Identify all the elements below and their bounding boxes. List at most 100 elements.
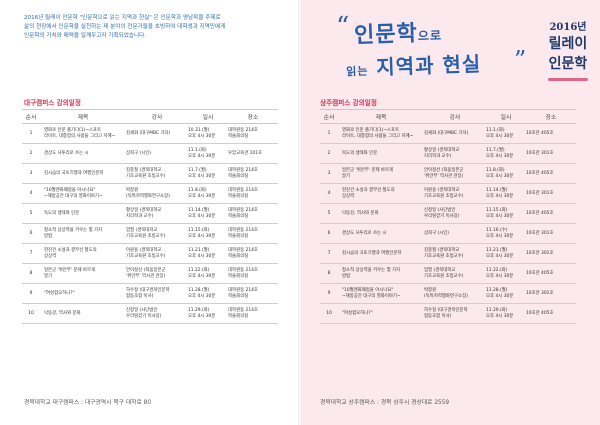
header-title: 제목 <box>375 115 387 121</box>
table-row: 6 경상도 사투리로 쓰는 시 상희구 (시인) 11.16.(수) 오후 4시 30분… <box>320 224 576 244</box>
cell-place: 10호관 301호 <box>526 251 576 257</box>
cell-lecturer: 황상일 (경북대학교 지리학과 교수) <box>424 148 486 160</box>
cell-place-line: 대학원동 214호 <box>228 307 258 313</box>
header-title: 제목 <box>77 115 89 121</box>
cell-lecturer-line: 안이정선 (희움일본군 <box>424 167 464 173</box>
cell-lecturer-line: 신정일 (사단법인 <box>424 207 456 213</box>
cell-no: 7 <box>29 250 33 256</box>
cell-lecturer-line: (독특저력행화연구소장) <box>424 293 468 299</box>
cell-title-line: 방법 <box>342 273 351 279</box>
cell-date-line: 오후 4시 30분 <box>486 273 514 279</box>
cell-title-line: "10월엔화폐정을 아시나요" <box>342 287 394 293</box>
cell-date: 11.16.(수) 오후 4시 30분 <box>486 228 526 240</box>
cell-lecturer-line: 기초교육원 초빙교수) <box>424 193 464 199</box>
cell-lecturer-line: 협동조합 이사) <box>424 313 452 319</box>
cell-lecturer-line: 김세화 (대구MBC 기자) <box>126 130 171 136</box>
cell-no: 8 <box>29 270 33 276</box>
cell-lecturer: 엄필 (경북대학교 기초교육원 초빙교수) <box>126 228 188 240</box>
cell-no: 7 <box>327 250 331 256</box>
cell-title: "10월엔화폐정을 아시나요" ~해방공간 대구의 영화이야기~ <box>338 288 424 300</box>
banner-word-inmunhak: 인문학 <box>353 21 419 49</box>
cell-place: 10호관 301호 <box>526 291 576 297</box>
cell-date-line: 10.31.(월) <box>188 127 210 133</box>
cell-place-line: 10호관 301호 <box>526 290 554 296</box>
cell-lecturer-line: 기초교육원 초빙교수) <box>126 253 166 259</box>
table-row: 5 독도의 생태와 인문 황상일 (경북대학교 지리학과 교수) 11.14.(월) 오후… <box>22 204 278 224</box>
header-date: 일시 <box>202 115 214 121</box>
cell-place: 10호관 301호 <box>526 231 576 237</box>
cell-lecturer: 하수정 (대구경북인문학 협동조합 이사) <box>424 308 486 320</box>
cell-title-line: 일본군 '위안부' 문제 바르게 <box>342 167 394 173</box>
table-row: 7 현진건 소설과 결부선 철도의 상상력 이원용 (경북대학교 기초교육원 초빙교수)… <box>22 244 278 264</box>
cell-title-line: 청소적 상상력을 키우는 몇 가지 <box>342 267 401 273</box>
cell-date-line: 오후 4시 30분 <box>486 213 514 219</box>
daegu-section-title: 대구캠퍼스 강의일정 <box>24 99 81 107</box>
cell-lecturer: 김종철 (경북대학교 기초교육원 초빙교수) <box>424 248 486 260</box>
table-row: 10 낙동강, 역사와 문화 신정일 (사단법인 우리땅걷기 이사장) 11.29.(화… <box>22 304 278 324</box>
cell-place-line: 대학원동 214호 <box>228 207 258 213</box>
cell-lecturer: 안이정선 (희움일본군 '위안부' 역사관 관장) <box>424 168 486 180</box>
cell-title: "10월엔화폐정을 아시나요" ~해방공간 대구의 영화이야기~ <box>40 188 126 200</box>
table-row: 4 현진건 소설과 결부선 철도의 상상력 이원용 (경북대학교 기초교육원 초빙교수)… <box>320 184 576 204</box>
cell-place-line: 10호관 405호 <box>526 210 554 216</box>
banner-word-euro: 으로 <box>417 28 443 44</box>
cell-lecturer-line: 엄필 (경북대학교 <box>424 267 456 273</box>
cell-lecturer-line: 김세화 (대구MBC 기자) <box>424 130 469 136</box>
cell-no: 3 <box>327 170 331 176</box>
cell-no: 4 <box>327 190 331 196</box>
cell-lecturer: 엄필 (경북대학교 기초교육원 초빙교수) <box>424 268 486 280</box>
relay-subject: 인문학 <box>548 56 588 72</box>
cell-place: 10호관 301호 <box>526 151 576 157</box>
cell-lecturer: 하수정 (대구경북인문학 협동조합 이사) <box>126 288 188 300</box>
cell-date-line: 오후 4시 30분 <box>188 193 216 199</box>
cell-no: 9 <box>29 290 33 296</box>
cell-place-line: 10호관 301호 <box>526 230 554 236</box>
intro-line: 인문학의 가치와 매력을 일깨우고자 기획되었습니다. <box>24 33 147 39</box>
table-row: 6 청소적 상상력을 키우는 몇 가지 방법 엄필 (경북대학교 기초교육원 초빙교수)… <box>22 224 278 244</box>
cell-lecturer: 안이정선 (희움일본군 '위안부' 역사관 관장) <box>126 268 188 280</box>
cell-date-line: 오후 4시 30분 <box>486 313 514 319</box>
cell-place-line: 학술회의실 <box>228 253 249 259</box>
close-quote: ” <box>514 46 527 74</box>
cell-lecturer-line: '위안부' 역사관 관장) <box>126 273 166 279</box>
cell-date-line: 11.7.(월) <box>486 147 505 153</box>
cell-date: 11.21.(월) 오후 4시 30분 <box>486 248 526 260</box>
cell-lecturer: 상희구 (시인) <box>126 151 188 157</box>
cell-title-line: 경상도 사투리로 쓰는 시 <box>342 230 387 236</box>
cell-date: 11.1.(화) 오후 4시 30분 <box>188 148 228 160</box>
cell-date-line: 11.21.(월) <box>486 247 508 253</box>
cell-title: 현진건 소설과 결부선 철도의 상상력 <box>338 188 424 200</box>
cell-no: 9 <box>327 290 331 296</box>
cell-title: 일본군 '위안부' 문제 바르게 알기 <box>338 168 424 180</box>
cell-date-line: 오후 4시 30분 <box>486 153 514 159</box>
sangju-address: 경북대학교 상주캠퍼스 : 경북 상주시 경상대로 2559 <box>320 400 450 406</box>
table-row: 1 영화로 인문 즐기다(1)~스포트 라이트, 대통령의 사람들 그리고 지혜~ 김… <box>320 124 576 144</box>
cell-date-line: 오후 4시 30분 <box>486 293 514 299</box>
cell-lecturer-line: 협동조합 이사) <box>126 293 154 299</box>
cell-title-line: 낙동강, 역사와 문화 <box>44 310 81 316</box>
cell-lecturer: 신정일 (사단법인 우리땅걷기 이사장) <box>126 308 188 320</box>
relay-word: 릴레이 <box>548 36 588 52</box>
cell-lecturer-line: 우리땅걷기 이사장) <box>126 313 162 319</box>
cell-place-line: 대학원동 214호 <box>228 287 258 293</box>
header-lecturer: 강사 <box>151 115 163 121</box>
cell-place: 10호관 405호 <box>526 271 576 277</box>
cell-title: 경상도 사투리로 쓰는 시 <box>40 151 126 157</box>
cell-title: 영화로 인문 즐기다(1)~스포트 라이트, 대통령의 사람들 그리고 지혜~ <box>338 128 424 140</box>
cell-place-line: 10호관 405호 <box>526 170 554 176</box>
cell-title-line: 라이트, 대통령의 사람들 그리고 지혜~ <box>44 133 116 139</box>
sangju-schedule-table: 순서 제목 강사 일시 장소 1 영화로 인문 즐기다(1)~스포트 라이트, 대통… <box>320 109 576 324</box>
intro-paragraph: 2016년 릴레이 인문학 "인문학으로 읽는 지역과 현실" 은 인문학과 영… <box>24 14 290 41</box>
cell-place: 대학원동 214호 학술회의실 <box>228 228 278 240</box>
cell-date: 11.15.(화) 오후 4시 30분 <box>486 208 526 220</box>
cell-title-line: "여성험오하니?" <box>342 310 373 316</box>
cell-place: 10호관 405호 <box>526 211 576 217</box>
cell-lecturer-line: 이원용 (경북대학교 <box>424 187 460 193</box>
cell-date: 11.22.(화) 오후 4시 30분 <box>486 268 526 280</box>
table-row: 1 영화로 인문 즐기다(1)~스포트 라이트, 대통령의 사람들 그리고 지혜~ 김… <box>22 124 278 144</box>
cell-date-line: 11.22.(화) <box>486 267 508 273</box>
cell-lecturer: 김세화 (대구MBC 기자) <box>126 131 188 137</box>
cell-place: 대학원동 214호 학술회의실 <box>228 268 278 280</box>
cell-no: 10 <box>28 310 34 316</box>
cell-date: 10.31.(월) 오후 4시 30분 <box>188 128 228 140</box>
